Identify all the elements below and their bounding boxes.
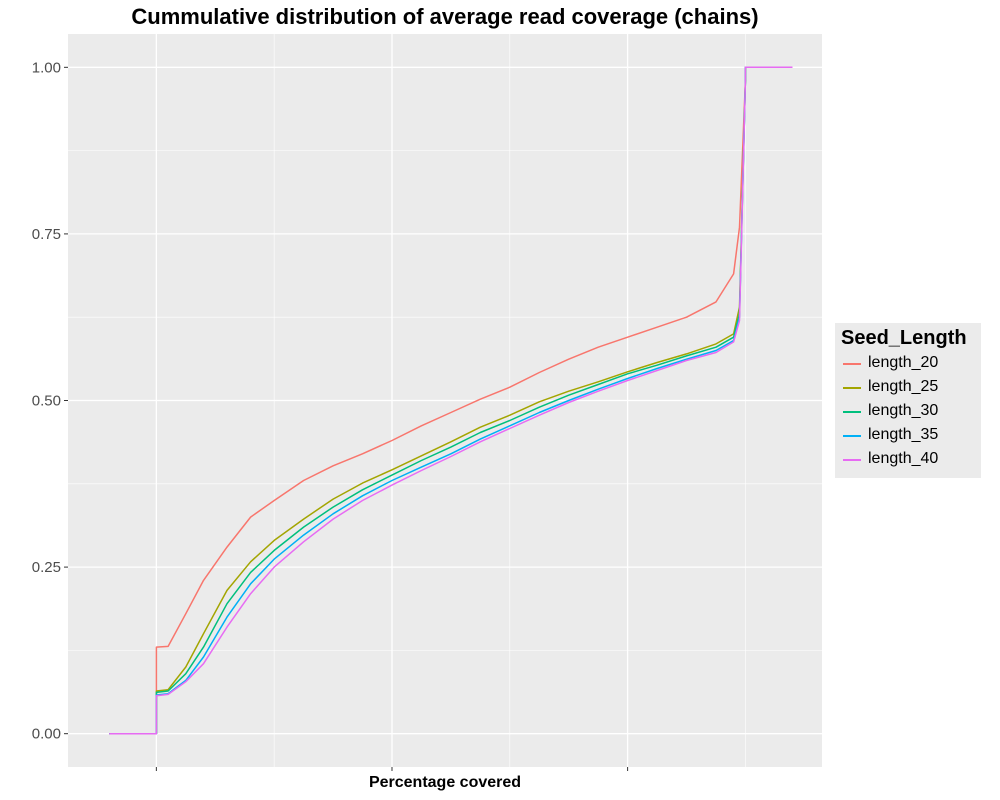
legend-item-length-25: length_25 — [835, 376, 981, 400]
legend-swatch — [843, 435, 861, 437]
legend-label: length_40 — [868, 450, 939, 467]
legend-swatch — [843, 387, 861, 389]
legend-label: length_35 — [868, 426, 939, 443]
legend-key — [841, 378, 863, 398]
legend-title: Seed_Length — [841, 327, 967, 349]
y-tick-label: 1.00 — [32, 59, 61, 76]
y-tick-label: 0.25 — [32, 559, 61, 576]
legend-key — [841, 402, 863, 422]
legend-label: length_25 — [868, 378, 939, 395]
x-axis-title: Percentage covered — [368, 774, 522, 791]
legend-swatch — [843, 411, 861, 413]
legend-swatch — [843, 459, 861, 461]
legend-key — [841, 426, 863, 446]
legend-swatch — [843, 363, 861, 365]
legend-item-length-20: length_20 — [835, 352, 981, 376]
legend-label: length_20 — [868, 354, 939, 371]
legend-item-length-40: length_40 — [835, 448, 981, 472]
legend-label: length_30 — [868, 402, 939, 419]
legend-item-length-30: length_30 — [835, 400, 981, 424]
legend: Seed_Length length_20 length_25 length_3… — [835, 323, 981, 478]
y-tick-label: 0.50 — [32, 393, 61, 410]
legend-key — [841, 354, 863, 374]
y-tick-label: 0.00 — [32, 726, 61, 743]
chart-title: Cummulative distribution of average read… — [131, 4, 759, 29]
series-line-length-25 — [109, 66, 793, 735]
series-line-length-35 — [109, 66, 793, 735]
y-tick-label: 0.75 — [32, 226, 61, 243]
series-line-length-20 — [109, 66, 793, 735]
series-line-length-40 — [109, 66, 793, 735]
legend-item-length-35: length_35 — [835, 424, 981, 448]
series-line-length-30 — [109, 66, 793, 735]
legend-key — [841, 450, 863, 470]
